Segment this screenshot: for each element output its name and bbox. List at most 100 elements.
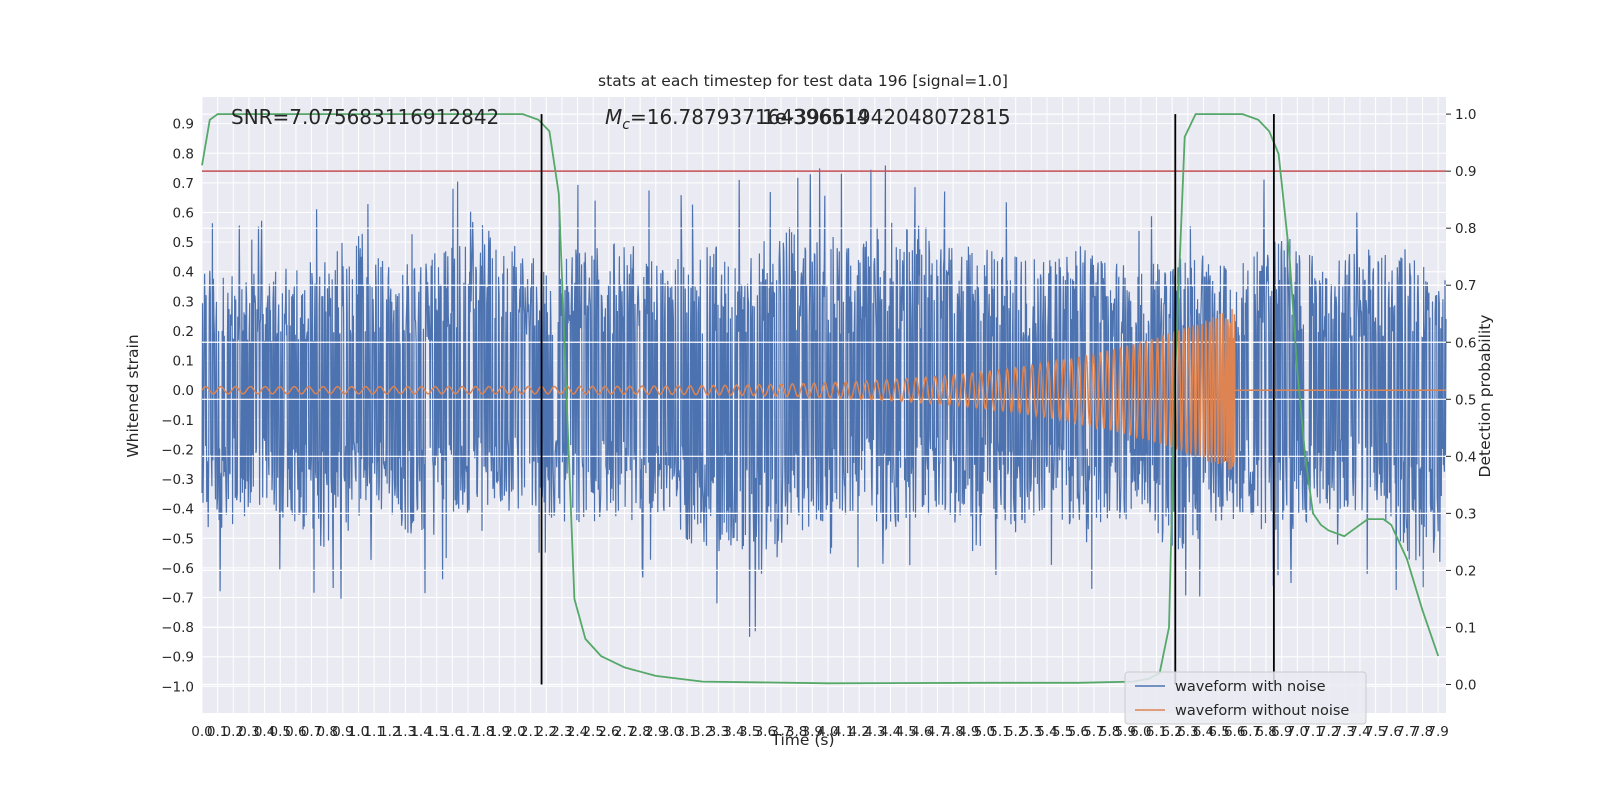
y-left-tick-label: −0.8 (161, 620, 194, 636)
y-left-tick-label: 0.3 (173, 294, 194, 310)
x-tick-label: 4.1 (833, 724, 854, 740)
x-tick-label: 4.4 (880, 724, 901, 740)
chirp-mass-subscript: c (622, 117, 630, 133)
x-tick-label: 7.2 (1318, 724, 1339, 740)
legend-label-clean: waveform without noise (1175, 703, 1349, 719)
x-tick-label: 3.0 (661, 724, 682, 740)
x-tick-label: 6.3 (1177, 724, 1198, 740)
y-left-tick-label: −0.1 (161, 413, 194, 429)
x-tick-label: 3.9 (802, 724, 823, 740)
x-tick-label: 3.4 (723, 724, 744, 740)
x-tick-label: 5.6 (1068, 724, 1089, 740)
x-tick-label: 3.8 (786, 724, 807, 740)
chirp-mass-symbol: M (605, 105, 622, 129)
y-right-tick-label: 0.2 (1455, 563, 1476, 579)
legend: waveform with noise waveform without noi… (1124, 671, 1367, 725)
event-markers (540, 114, 1275, 685)
x-tick-label: 0.5 (269, 724, 290, 740)
y-right-tick-label: 1.0 (1455, 107, 1476, 123)
chirp-mass-annotation: Mc=16.787937164396514 (605, 105, 869, 133)
y-left-tick-label: 0.9 (173, 117, 194, 133)
y-right-tick-label: 0.3 (1455, 506, 1476, 522)
y-right-tick-label: 0.8 (1455, 221, 1476, 237)
x-tick-label: 0.9 (332, 724, 353, 740)
x-tick-label: 5.5 (1052, 724, 1073, 740)
y-axis-left-label: Whitened strain (124, 334, 142, 457)
x-tick-label: 0.2 (223, 724, 244, 740)
y-left-tick-label: 0.6 (173, 206, 194, 222)
clean-waveform-line (201, 308, 1446, 471)
x-tick-label: 4.7 (927, 724, 948, 740)
x-tick-label: 6.9 (1271, 724, 1292, 740)
x-tick-label: 5.9 (1114, 724, 1135, 740)
x-tick-label: 7.4 (1349, 724, 1370, 740)
y-left-tick-label: −0.9 (161, 650, 194, 666)
x-tick-label: 4.5 (895, 724, 916, 740)
y-left-tick-label: 0.5 (173, 235, 194, 251)
x-tick-label: 2.5 (582, 724, 603, 740)
x-tick-label: 4.9 (958, 724, 979, 740)
x-tick-label: 7.8 (1412, 724, 1433, 740)
x-tick-label: 5.0 (974, 724, 995, 740)
x-tick-label: 6.7 (1240, 724, 1261, 740)
x-tick-label: 2.8 (629, 724, 650, 740)
y-axis-left-ticks: 0.9 0.8 0.7 0.6 0.5 0.4 0.3 0.2 0.1 0.0 −0.1 −0.2 −0… (161, 117, 194, 696)
x-tick-label: 6.1 (1146, 724, 1167, 740)
x-tick-label: 5.8 (1099, 724, 1120, 740)
x-tick-label: 3.6 (755, 724, 776, 740)
x-tick-label: 6.8 (1255, 724, 1276, 740)
x-tick-label: 6.0 (1130, 724, 1151, 740)
x-tick-label: 6.5 (1208, 724, 1229, 740)
x-tick-label: 1.0 (348, 724, 369, 740)
x-tick-label: 7.5 (1365, 724, 1386, 740)
x-tick-label: 0.0 (191, 724, 212, 740)
legend-box (1124, 671, 1367, 725)
x-tick-label: 4.2 (848, 724, 869, 740)
x-tick-label: 2.6 (598, 724, 619, 740)
x-tick-label: 7.9 (1427, 724, 1448, 740)
y-right-tick-label: 0.5 (1455, 392, 1476, 408)
x-tick-label: 0.4 (254, 724, 275, 740)
x-tick-label: 4.0 (817, 724, 838, 740)
x-tick-label: 1.3 (395, 724, 416, 740)
x-axis-label: Time (s) (770, 731, 834, 749)
y-left-tick-label: 0.4 (173, 265, 194, 281)
x-tick-label: 7.3 (1334, 724, 1355, 740)
x-tick-label: 2.1 (520, 724, 541, 740)
x-tick-label: 5.1 (989, 724, 1010, 740)
y-axis-right-label: Detection probability (1476, 315, 1494, 478)
x-tick-label: 1.2 (379, 724, 400, 740)
x-tick-label: 6.2 (1161, 724, 1182, 740)
x-tick-label: 3.1 (676, 724, 697, 740)
x-tick-label: 6.4 (1193, 724, 1214, 740)
x-tick-label: 1.1 (363, 724, 384, 740)
series-waveform-without-noise (201, 308, 1446, 471)
legend-label-noise: waveform with noise (1175, 679, 1326, 695)
x-tick-label: 1.9 (489, 724, 510, 740)
x-tick-label: 3.3 (708, 724, 729, 740)
x-tick-label: 0.3 (238, 724, 259, 740)
x-tick-label: 1.4 (410, 724, 431, 740)
x-tick-label: 0.1 (207, 724, 228, 740)
x-tick-label: 5.7 (1083, 724, 1104, 740)
y-left-tick-label: 0.2 (173, 324, 194, 340)
x-tick-label: 5.4 (1036, 724, 1057, 740)
x-tick-label: 2.7 (614, 724, 635, 740)
snr-annotation: SNR=7.075683116912842 (231, 105, 499, 129)
x-tick-label: 3.5 (739, 724, 760, 740)
y-left-tick-label: 0.0 (173, 383, 194, 399)
x-tick-label: 5.3 (1021, 724, 1042, 740)
x-tick-label: 2.2 (536, 724, 557, 740)
chirp-mass-overlap-annotation: 1e-39661942048072815 (762, 105, 1011, 129)
chirp-mass-value: =16.787937164396514 (630, 105, 869, 129)
x-tick-label: 0.6 (285, 724, 306, 740)
x-tick-label: 1.6 (442, 724, 463, 740)
y-left-tick-label: −0.3 (161, 472, 194, 488)
y-left-tick-label: −0.4 (161, 502, 194, 518)
x-tick-label: 2.9 (645, 724, 666, 740)
y-right-tick-label: 0.4 (1455, 449, 1476, 465)
y-left-tick-label: −0.5 (161, 531, 194, 547)
series-waveform-with-noise (201, 165, 1447, 637)
y-left-tick-label: 0.8 (173, 146, 194, 162)
x-axis-ticks: 0.00.10.20.30.40.50.60.70.80.91.01.11.21… (191, 724, 1449, 740)
